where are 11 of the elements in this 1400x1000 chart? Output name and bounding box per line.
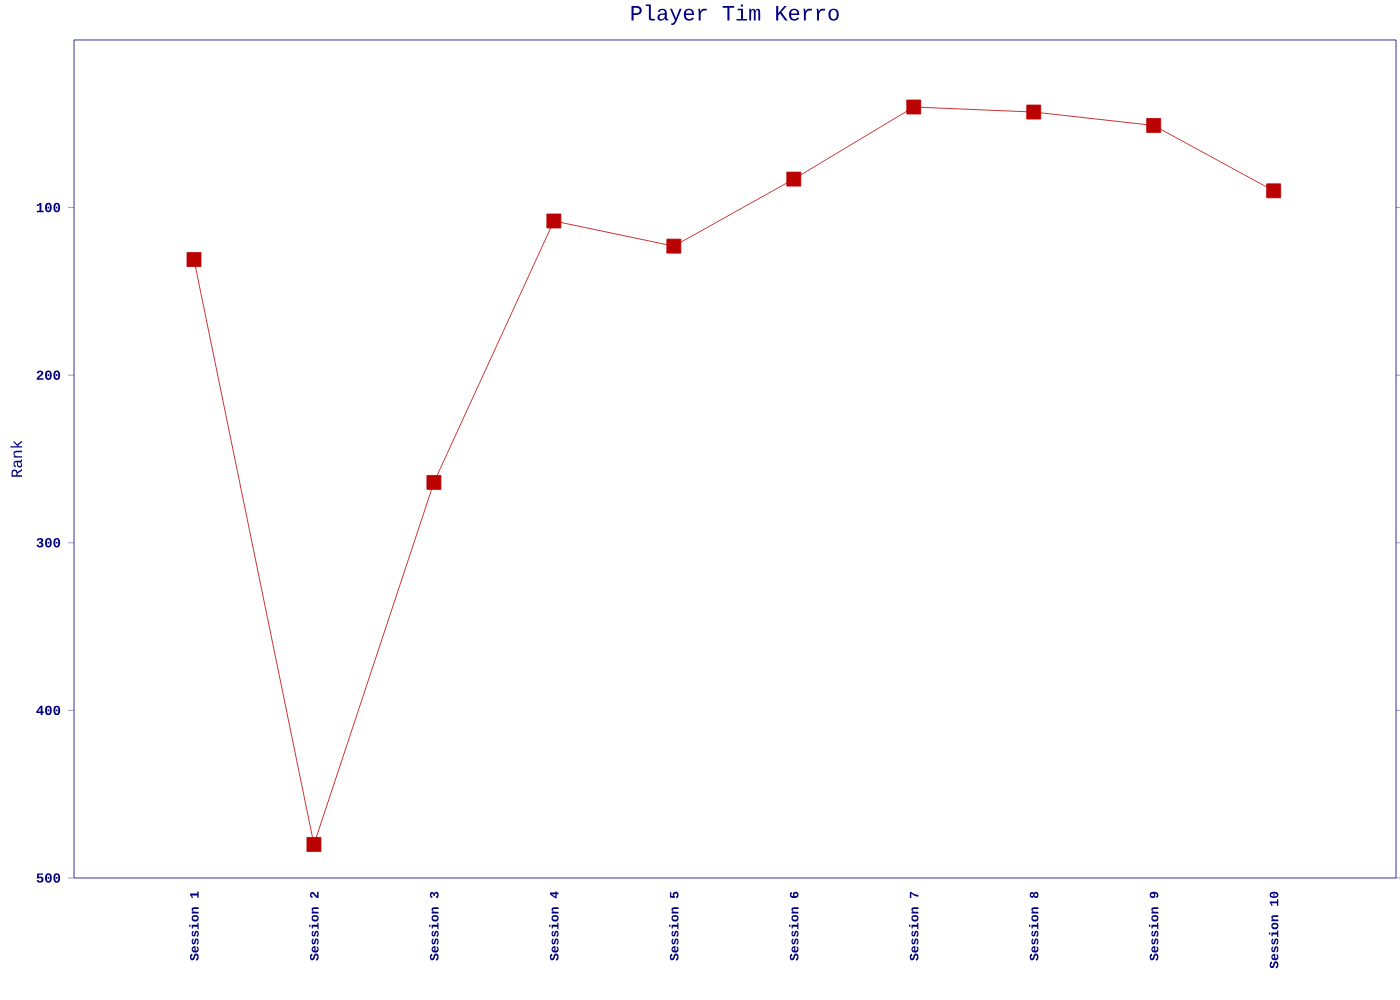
point: [306, 837, 322, 852]
point: [786, 171, 802, 187]
point: [1026, 104, 1042, 120]
point: [186, 252, 202, 267]
point: [906, 99, 922, 115]
point: [666, 238, 682, 254]
point: [1146, 118, 1162, 133]
chart-title: Player Tim Kerro: [631, 4, 839, 25]
point: [1266, 183, 1282, 199]
point: [426, 475, 442, 490]
point: [546, 213, 562, 229]
